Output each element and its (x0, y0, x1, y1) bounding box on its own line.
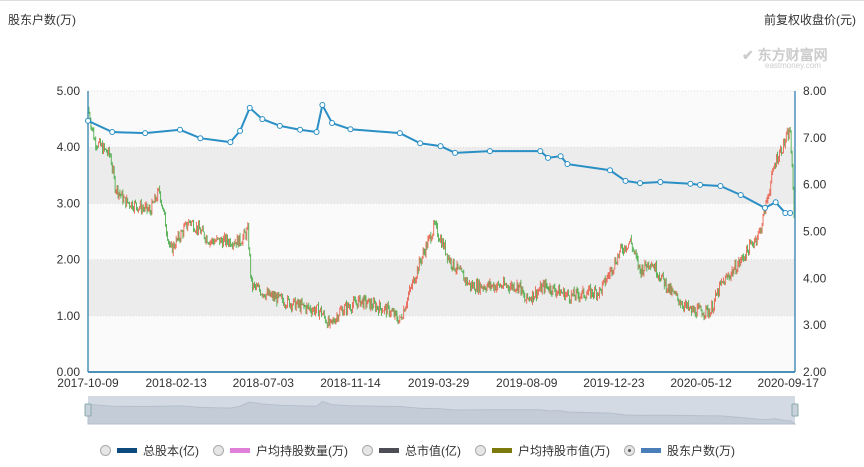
legend-label: 户均持股数量(万) (256, 444, 348, 458)
holders-point (227, 139, 234, 146)
holders-point (109, 129, 116, 136)
left-tick-label: 5.00 (57, 84, 81, 98)
holders-point (545, 154, 552, 161)
legend-item[interactable]: 总市值(亿) (362, 442, 461, 459)
legend-item[interactable]: 户均持股数量(万) (213, 442, 348, 459)
navigator-series (87, 400, 797, 425)
left-tick-label: 0.00 (57, 365, 81, 379)
holders-point (564, 161, 571, 168)
navigator-handle[interactable] (791, 403, 799, 417)
legend-item[interactable]: 户均持股市值(万) (475, 442, 610, 459)
left-axis-title: 股东户数(万) (8, 13, 76, 27)
x-tick-label: 2018-11-14 (320, 376, 381, 390)
plot-band (88, 259, 795, 316)
main-chart[interactable]: 0.00 1.00 2.00 3.00 4.00 5.00 2.00 3.00 4.00 5.00… (0, 1, 864, 431)
radio-button[interactable] (624, 445, 635, 456)
holders-point (237, 127, 244, 134)
left-tick-label: 4.00 (57, 140, 81, 154)
holders-point (637, 180, 644, 187)
holders-point (197, 135, 204, 142)
holders-point (787, 209, 794, 216)
holders-point (347, 126, 354, 133)
holders-point (687, 180, 694, 187)
holders-point (313, 129, 320, 136)
holders-point (319, 102, 326, 109)
radio-button[interactable] (100, 445, 111, 456)
holders-point (297, 126, 304, 133)
holders-point (761, 204, 768, 211)
right-tick-label: 4.00 (803, 271, 827, 285)
legend-swatch (641, 448, 661, 453)
navigator-handle[interactable] (84, 403, 92, 417)
holders-point (142, 130, 149, 137)
x-tick-label: 2020-05-12 (670, 376, 732, 390)
right-tick-label: 8.00 (803, 84, 827, 98)
legend-item[interactable]: 股东户数(万) (624, 442, 735, 459)
holders-point (246, 104, 253, 111)
legend: 总股本(亿) 户均持股数量(万) 总市值(亿) 户均持股市值(万) 股东户数(万) (100, 442, 735, 459)
plot-band (88, 91, 795, 148)
left-tick-label: 2.00 (57, 253, 81, 267)
holders-point (657, 179, 664, 186)
holders-point (85, 117, 91, 124)
radio-button[interactable] (362, 445, 373, 456)
legend-label: 户均持股市值(万) (518, 444, 610, 458)
holders-point (717, 182, 724, 189)
x-tick-label: 2017-10-09 (57, 376, 119, 390)
plot-band (88, 315, 795, 372)
right-tick-label: 3.00 (803, 318, 827, 332)
holders-point (557, 153, 564, 160)
radio-button[interactable] (213, 445, 224, 456)
holders-point (772, 199, 779, 206)
plot-band (88, 147, 795, 204)
right-tick-label: 2.00 (803, 365, 827, 379)
holders-point (452, 149, 459, 156)
holders-point (259, 116, 266, 123)
holders-point (276, 122, 283, 129)
holders-point (486, 148, 493, 155)
right-tick-label: 7.00 (803, 131, 827, 145)
holders-point (737, 191, 744, 198)
holders-point (329, 120, 336, 127)
x-tick-label: 2018-02-13 (145, 376, 207, 390)
holders-point (607, 167, 614, 174)
left-tick-label: 1.00 (57, 309, 81, 323)
holders-point (782, 209, 789, 216)
watermark-url: eastmoney.com (765, 61, 821, 70)
holders-point (537, 148, 544, 155)
x-tick-label: 2019-03-29 (408, 376, 470, 390)
legend-swatch (230, 448, 250, 453)
radio-button[interactable] (475, 445, 486, 456)
right-tick-label: 5.00 (803, 225, 827, 239)
holders-point (437, 143, 444, 150)
holders-point (417, 140, 424, 147)
right-axis-title: 前复权收盘价(元) (764, 13, 856, 27)
holders-point (396, 130, 403, 137)
legend-label: 股东户数(万) (667, 444, 735, 458)
holders-point (697, 181, 704, 188)
legend-swatch (492, 448, 512, 453)
legend-item[interactable]: 总股本(亿) (100, 442, 199, 459)
x-tick-label: 2018-07-03 (233, 376, 295, 390)
watermark-logo: ✔ 东方财富网 (742, 47, 828, 63)
x-tick-label: 2019-12-23 (583, 376, 645, 390)
x-tick-label: 2020-09-17 (758, 376, 820, 390)
legend-swatch (117, 448, 137, 453)
legend-swatch (379, 448, 399, 453)
holders-point (177, 126, 184, 133)
legend-label: 总股本(亿) (143, 444, 199, 458)
left-tick-label: 3.00 (57, 196, 81, 210)
plot-band (88, 203, 795, 260)
holders-point (622, 177, 629, 184)
right-tick-label: 6.00 (803, 178, 827, 192)
legend-label: 总市值(亿) (405, 444, 461, 458)
x-tick-label: 2019-08-09 (496, 376, 558, 390)
